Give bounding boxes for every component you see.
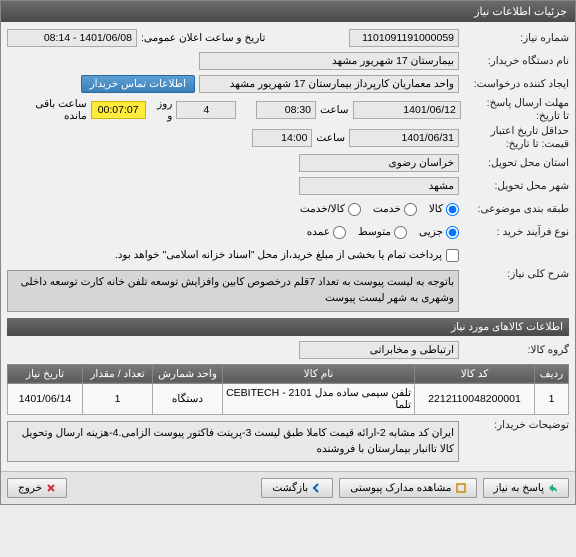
validity-time-label: ساعت: [316, 132, 345, 144]
announce-value: 1401/06/08 - 08:14: [7, 29, 137, 47]
desc-label: شرح کلی نیاز:: [459, 268, 569, 280]
desc-text: باتوجه به لیست پیوست به تعداد 7قلم درخصو…: [7, 270, 459, 312]
row-classification: طبقه بندی موضوعی: کالا خدمت کالا/خدمت: [7, 199, 569, 219]
cell-row-no: 1: [535, 383, 569, 414]
validity-time: 14:00: [252, 129, 312, 147]
row-province: استان محل تحویل: خراسان رضوی: [7, 153, 569, 173]
class-radio-group: کالا خدمت کالا/خدمت: [300, 203, 459, 216]
payment-checkbox[interactable]: [446, 249, 459, 262]
col-code: کد کالا: [415, 364, 535, 383]
row-buyer-note: توضیحات خریدار: ایران کد مشابه 2-ارائه ق…: [7, 419, 569, 463]
class-opt-service[interactable]: خدمت: [373, 203, 417, 216]
cell-date: 1401/06/14: [8, 383, 83, 414]
attachment-icon: [456, 483, 466, 493]
row-deadline: مهلت ارسال پاسخ: تا تاریخ: 1401/06/12 سا…: [7, 97, 569, 122]
row-description: شرح کلی نیاز: باتوجه به لیست پیوست به تع…: [7, 268, 569, 312]
deadline-time-label: ساعت: [320, 104, 349, 116]
cell-code: 2212110048200001: [415, 383, 535, 414]
deadline-label: مهلت ارسال پاسخ: تا تاریخ:: [461, 97, 569, 122]
creator-value: واحد معماریان کارپرداز بیمارستان 17 شهری…: [199, 75, 459, 93]
deadline-time: 08:30: [256, 101, 316, 119]
class-opt-goods[interactable]: کالا: [429, 203, 459, 216]
buyer-contact-button[interactable]: اطلاعات تماس خریدار: [81, 75, 195, 93]
table-row[interactable]: 1 2212110048200001 تلفن سیمی ساده مدل 21…: [8, 383, 569, 414]
window-titlebar: جزئیات اطلاعات نیاز: [1, 1, 575, 22]
col-unit: واحد شمارش: [153, 364, 223, 383]
buyer-value: بیمارستان 17 شهریور مشهد: [199, 52, 459, 70]
respond-button[interactable]: پاسخ به نیاز: [483, 478, 569, 498]
buyer-label: نام دستگاه خریدار:: [459, 55, 569, 67]
remain-days-label: روز و: [150, 98, 173, 122]
col-row-no: ردیف: [535, 364, 569, 383]
process-opt-major[interactable]: عمده: [307, 226, 346, 239]
row-payment: پرداخت تمام یا بخشی از مبلغ خرید،از محل …: [7, 245, 569, 265]
exit-icon: [46, 483, 56, 493]
col-qty: تعداد / مقدار: [83, 364, 153, 383]
row-creator: ایجاد کننده درخواست: واحد معماریان کارپر…: [7, 74, 569, 94]
col-name: نام کالا: [223, 364, 415, 383]
process-opt-minor[interactable]: جزیی: [419, 226, 459, 239]
remaining-days: 4: [176, 101, 236, 119]
cell-unit: دستگاه: [153, 383, 223, 414]
process-label: نوع فرآیند خرید :: [459, 226, 569, 238]
province-label: استان محل تحویل:: [459, 157, 569, 169]
row-city: شهر محل تحویل: مشهد: [7, 176, 569, 196]
group-label: گروه کالا:: [459, 344, 569, 356]
row-process: نوع فرآیند خرید : جزیی متوسط عمده: [7, 222, 569, 242]
buyer-note-text: ایران کد مشابه 2-ارائه قیمت کاملا طبق لی…: [7, 421, 459, 463]
announce-label: تاریخ و ساعت اعلان عمومی:: [141, 32, 265, 44]
cell-qty: 1: [83, 383, 153, 414]
attachments-button[interactable]: مشاهده مدارک پیوستی: [339, 478, 476, 498]
cell-name: تلفن سیمی ساده مدل 2101 - CEBITECH تلما: [223, 383, 415, 414]
payment-label: پرداخت تمام یا بخشی از مبلغ خرید،از محل …: [115, 249, 442, 261]
row-validity: حداقل تاریخ اعتبار قیمت: تا تاریخ: 1401/…: [7, 125, 569, 150]
reply-icon: [548, 483, 558, 493]
class-opt-both[interactable]: کالا/خدمت: [300, 203, 361, 216]
back-button[interactable]: بازگشت: [261, 478, 333, 498]
city-value: مشهد: [299, 177, 459, 195]
row-group: گروه کالا: ارتباطی و مخابراتی: [7, 340, 569, 360]
items-section-header: اطلاعات کالاهای مورد نیاز: [7, 318, 569, 336]
validity-label: حداقل تاریخ اعتبار قیمت: تا تاریخ:: [459, 125, 569, 150]
process-radio-group: جزیی متوسط عمده: [307, 226, 459, 239]
class-label: طبقه بندی موضوعی:: [459, 203, 569, 215]
deadline-date: 1401/06/12: [353, 101, 461, 119]
validity-date: 1401/06/31: [349, 129, 459, 147]
items-header-row: ردیف کد کالا نام کالا واحد شمارش تعداد /…: [8, 364, 569, 383]
details-window: جزئیات اطلاعات نیاز شماره نیاز: 11010911…: [0, 0, 576, 505]
items-table: ردیف کد کالا نام کالا واحد شمارش تعداد /…: [7, 364, 569, 415]
exit-button[interactable]: خروج: [7, 478, 67, 498]
form-body: شماره نیاز: 1101091191000059 تاریخ و ساع…: [1, 22, 575, 471]
row-buyer: نام دستگاه خریدار: بیمارستان 17 شهریور م…: [7, 51, 569, 71]
buyer-note-label: توضیحات خریدار:: [459, 419, 569, 431]
back-icon: [312, 483, 322, 493]
window-title: جزئیات اطلاعات نیاز: [474, 6, 567, 18]
group-value: ارتباطی و مخابراتی: [299, 341, 459, 359]
countdown-timer: 00:07:07: [91, 101, 146, 119]
creator-label: ایجاد کننده درخواست:: [459, 78, 569, 90]
payment-checkbox-row[interactable]: پرداخت تمام یا بخشی از مبلغ خرید،از محل …: [115, 249, 459, 262]
city-label: شهر محل تحویل:: [459, 180, 569, 192]
process-opt-medium[interactable]: متوسط: [358, 226, 407, 239]
need-no-label: شماره نیاز:: [459, 32, 569, 44]
need-no-value: 1101091191000059: [349, 29, 459, 47]
remain-hours-label: ساعت باقی مانده: [11, 98, 87, 122]
province-value: خراسان رضوی: [299, 154, 459, 172]
row-need-no: شماره نیاز: 1101091191000059 تاریخ و ساع…: [7, 28, 569, 48]
col-date: تاریخ نیاز: [8, 364, 83, 383]
footer-buttons: پاسخ به نیاز مشاهده مدارک پیوستی بازگشت …: [1, 471, 575, 504]
